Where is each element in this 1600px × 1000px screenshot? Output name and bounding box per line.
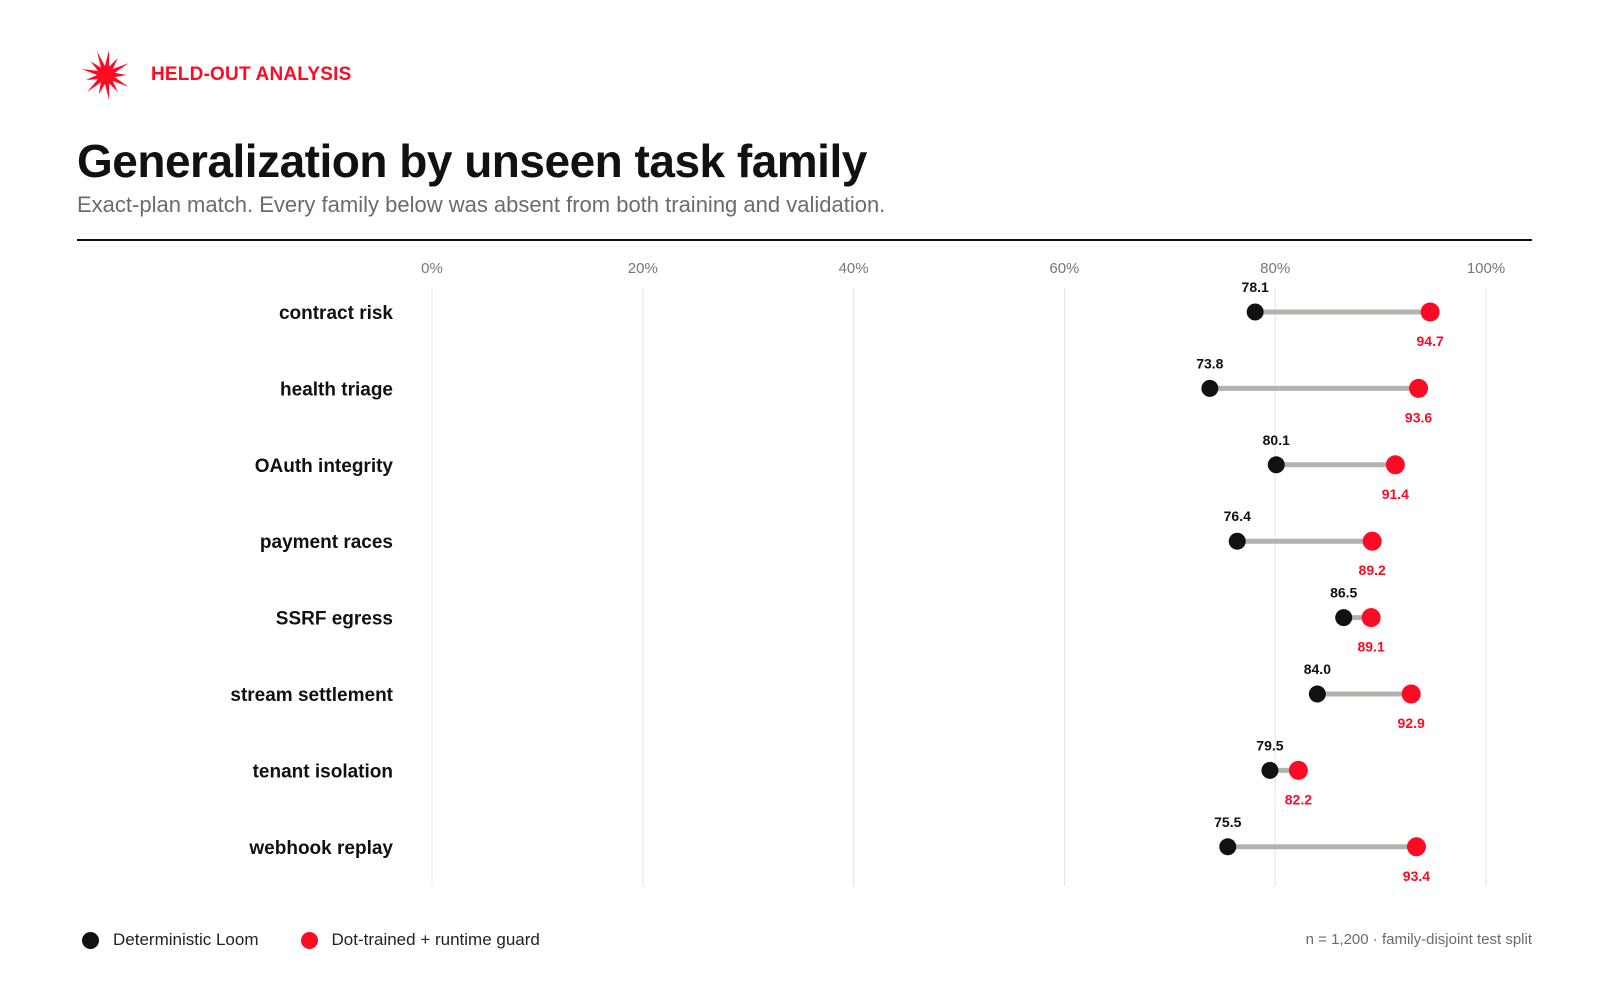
chart-row: health triage 73.8 93.6 xyxy=(280,355,1432,425)
chart-row: contract risk 78.1 94.7 xyxy=(279,279,1444,349)
baseline-value-label: 78.1 xyxy=(1242,279,1269,295)
legend: Deterministic Loom Dot-trained + runtime… xyxy=(82,930,582,950)
chart-row: stream settlement 84.0 92.9 xyxy=(230,661,1425,731)
guard-value-label: 93.4 xyxy=(1403,868,1430,884)
baseline-value-label: 79.5 xyxy=(1256,737,1283,753)
header-rule xyxy=(77,239,1532,241)
legend-label-guard: Dot-trained + runtime guard xyxy=(331,930,540,949)
legend-label-baseline: Deterministic Loom xyxy=(113,930,259,949)
category-label: tenant isolation xyxy=(253,761,393,782)
category-label: payment races xyxy=(260,532,393,553)
chart-row: OAuth integrity 80.1 91.4 xyxy=(255,432,1409,502)
footnote: n = 1,200 · family-disjoint test split xyxy=(1305,931,1532,948)
baseline-dot xyxy=(1219,838,1237,856)
baseline-dot xyxy=(1246,303,1264,321)
category-label: contract risk xyxy=(279,303,393,324)
baseline-value-label: 76.4 xyxy=(1224,508,1251,524)
guard-dot xyxy=(1401,684,1421,704)
category-label: health triage xyxy=(280,379,393,400)
guard-value-label: 94.7 xyxy=(1417,333,1444,349)
legend-dot-guard xyxy=(300,931,318,949)
baseline-value-label: 84.0 xyxy=(1304,661,1331,677)
header: HELD-OUT ANALYSIS xyxy=(79,49,352,101)
baseline-value-label: 75.5 xyxy=(1214,814,1241,830)
x-tick-label: 40% xyxy=(839,260,869,277)
chart-row: webhook replay 75.5 93.4 xyxy=(248,814,1430,884)
baseline-dot xyxy=(1335,609,1353,627)
guard-dot xyxy=(1385,455,1405,475)
guard-dot xyxy=(1420,302,1440,322)
guard-value-label: 92.9 xyxy=(1398,715,1425,731)
guard-value-label: 93.6 xyxy=(1405,409,1432,425)
x-tick-label: 0% xyxy=(421,260,443,277)
page-title: Generalization by unseen task family xyxy=(77,135,867,187)
grid-lines xyxy=(431,288,1487,886)
baseline-dot xyxy=(1267,456,1285,474)
guard-value-label: 91.4 xyxy=(1382,486,1409,502)
category-label: stream settlement xyxy=(230,685,393,706)
baseline-dot xyxy=(1261,761,1279,779)
baseline-value-label: 80.1 xyxy=(1263,432,1290,448)
category-label: SSRF egress xyxy=(276,609,393,630)
x-tick-label: 100% xyxy=(1467,260,1505,277)
chart-row: SSRF egress 86.5 89.1 xyxy=(276,585,1385,655)
guard-dot xyxy=(1406,837,1426,857)
baseline-value-label: 86.5 xyxy=(1330,585,1357,601)
x-tick-label: 20% xyxy=(628,260,658,277)
guard-value-label: 89.1 xyxy=(1357,639,1384,655)
baseline-dot xyxy=(1228,532,1246,550)
x-tick-label: 60% xyxy=(1049,260,1079,277)
kicker-label: HELD-OUT ANALYSIS xyxy=(151,64,352,85)
red-burst-icon xyxy=(81,49,129,101)
x-tick-label: 80% xyxy=(1260,260,1290,277)
baseline-dot xyxy=(1308,685,1326,703)
legend-item-guard: Dot-trained + runtime guard xyxy=(300,930,540,950)
chart-row: tenant isolation 79.5 82.2 xyxy=(253,737,1313,807)
guard-value-label: 89.2 xyxy=(1359,562,1386,578)
chart-rows: contract risk 78.1 94.7 health triage 73.8 93… xyxy=(230,279,1444,884)
guard-dot xyxy=(1362,531,1382,551)
guard-dot xyxy=(1361,608,1381,628)
legend-dot-baseline xyxy=(82,931,99,949)
page-subtitle: Exact-plan match. Every family below was… xyxy=(77,192,886,217)
chart-row: payment races 76.4 89.2 xyxy=(260,508,1386,578)
baseline-dot xyxy=(1201,379,1219,397)
guard-dot xyxy=(1288,760,1308,780)
guard-value-label: 82.2 xyxy=(1285,791,1312,807)
baseline-value-label: 73.8 xyxy=(1196,355,1223,371)
category-label: OAuth integrity xyxy=(255,456,394,477)
x-axis-ticks: 0% 20% 40% 60% 80% 100% xyxy=(421,260,1505,277)
legend-item-baseline: Deterministic Loom xyxy=(82,930,259,950)
category-label: webhook replay xyxy=(248,838,393,859)
guard-dot xyxy=(1409,378,1429,398)
